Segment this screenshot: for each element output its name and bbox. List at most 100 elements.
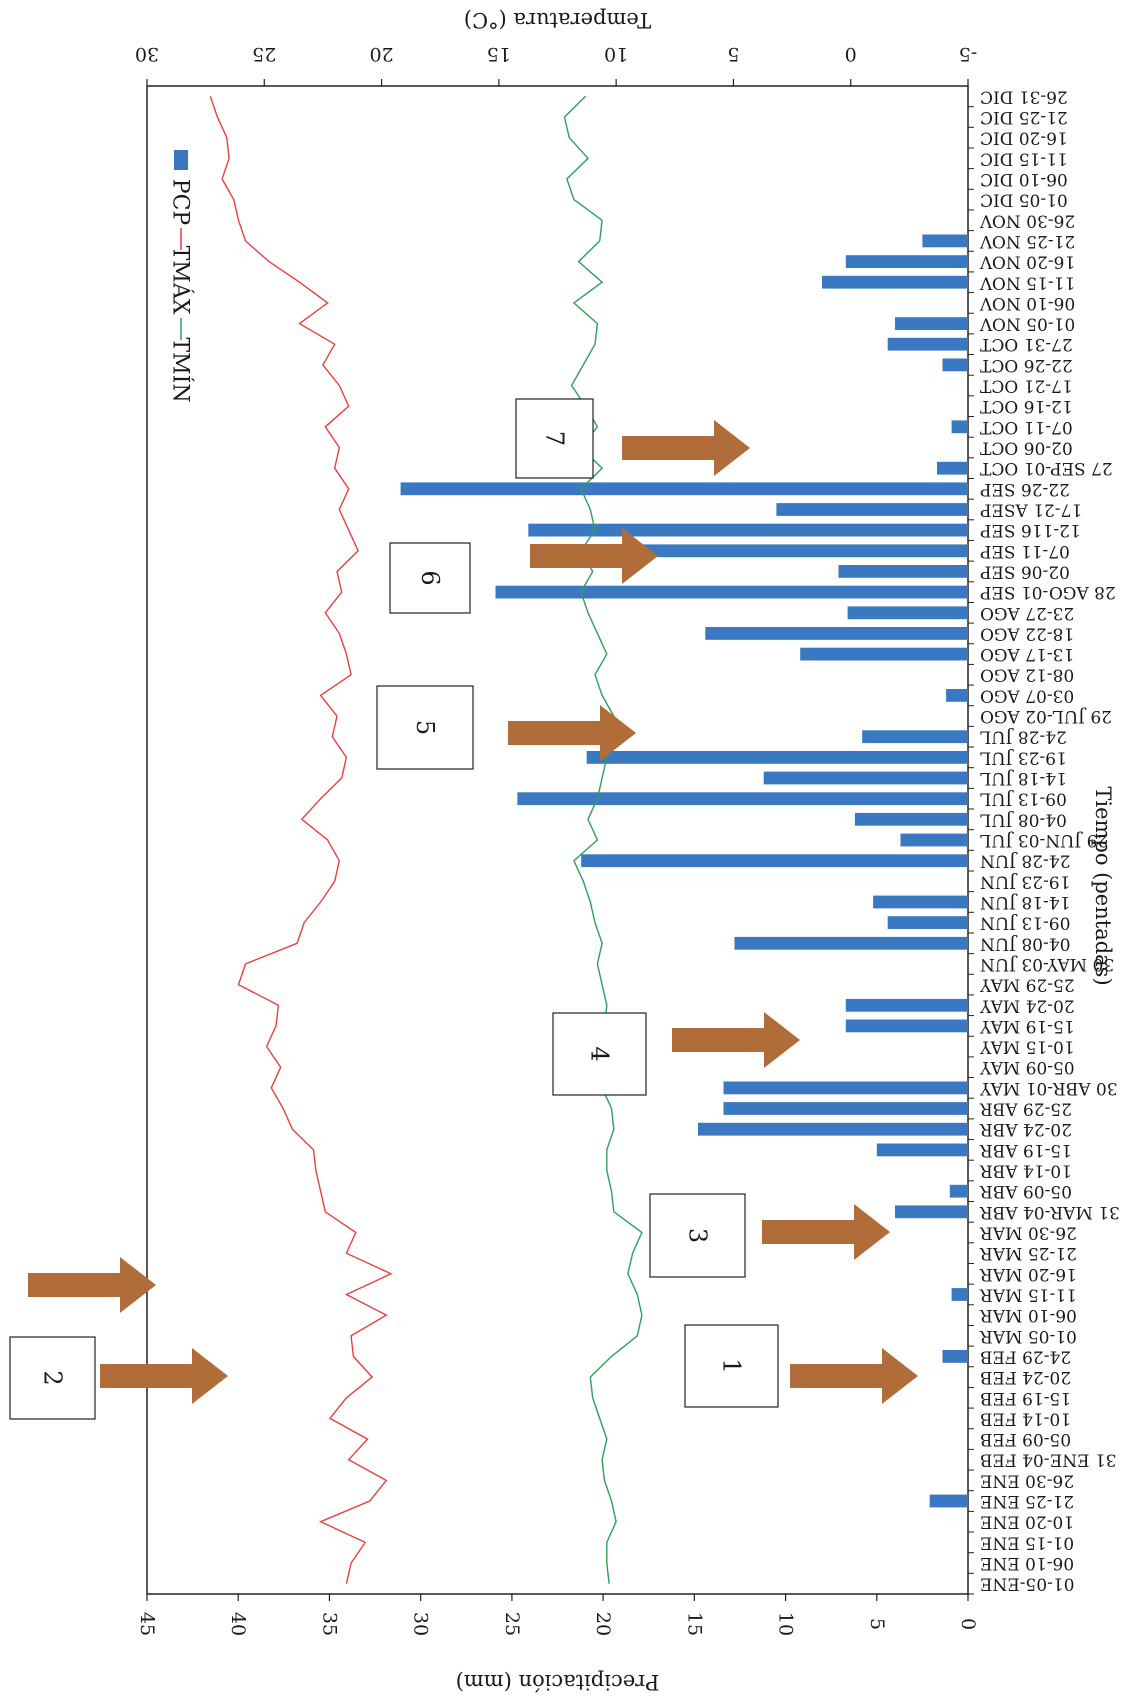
category-label: 14-18 JUN — [980, 892, 1071, 912]
category-label: 11-15 MAR — [979, 1284, 1077, 1304]
pcp-bar — [800, 647, 968, 661]
category-label: 26-31 DIC — [980, 86, 1068, 106]
precip-tick-label: 15 — [683, 1612, 705, 1636]
annotation-label: 5 — [411, 720, 439, 735]
category-label: 09-13 JUN — [980, 913, 1071, 933]
category-label: 05-09 ABR — [979, 1181, 1072, 1201]
category-label: 15-19 MAY — [979, 1016, 1074, 1036]
precip-tick-label: 40 — [227, 1612, 249, 1636]
category-label: 23-27 AGO — [980, 603, 1074, 623]
category-label: 21-25 ENE — [980, 1491, 1074, 1511]
pcp-bar — [862, 730, 968, 744]
category-label: 06-10 NOV — [979, 293, 1075, 313]
time-axis-title: Tiempo (pentadas) — [1091, 786, 1115, 985]
category-label: 27 SEP-01 OCT — [979, 458, 1112, 478]
annotation-box — [552, 1012, 647, 1096]
temp-axis-title: Temperatura (°C) — [464, 8, 651, 32]
category-label: 25-29 ABR — [979, 1099, 1072, 1119]
pcp-bar — [847, 606, 968, 620]
annotation-arrow — [762, 1204, 890, 1260]
precip-axis-title: Precipitación (mm) — [456, 1670, 660, 1694]
category-label: 01-15 ENE — [980, 1532, 1074, 1552]
series-line-tmax — [209, 96, 393, 1584]
pcp-bar — [705, 627, 968, 640]
category-label: 03-07 AGO — [980, 685, 1074, 705]
pcp-bar — [763, 771, 968, 785]
temperature-lines — [209, 95, 643, 1584]
precip-tick-label: 35 — [318, 1612, 340, 1636]
pcp-bar — [900, 833, 968, 847]
annotation-arrow — [790, 1348, 918, 1404]
legend-swatch-pcp — [174, 150, 188, 170]
category-label: 30 MAY-03 JUN — [980, 954, 1114, 974]
precip-tick-label: 5 — [866, 1618, 888, 1630]
category-label: 21-25 NOV — [979, 231, 1075, 251]
category-label: 24-29 FEB — [980, 1346, 1071, 1366]
category-label: 12-16 OCT — [979, 396, 1072, 416]
pcp-bar — [873, 895, 968, 909]
category-label: 17-21 OCT — [979, 376, 1072, 396]
category-label: 18-22 AGO — [980, 623, 1074, 643]
pcp-bar — [942, 358, 968, 372]
annotation-arrow — [622, 420, 750, 476]
category-label: 13-17 AGO — [980, 644, 1074, 664]
category-label: 04-08 JUL — [980, 809, 1067, 829]
category-label: 14-18 JUL — [980, 768, 1067, 788]
category-label: 11-15 NOV — [979, 272, 1075, 292]
pcp-bar — [951, 420, 968, 434]
temp-tick-label: 30 — [135, 43, 159, 65]
category-label: 30 ABR-01 MAY — [979, 1078, 1117, 1098]
pcp-bar — [929, 1494, 968, 1508]
pcp-bar — [400, 482, 969, 496]
pcp-bar — [581, 854, 968, 868]
annotation-box — [684, 1324, 779, 1408]
pcp-bar — [887, 916, 968, 929]
category-label: 01-05 MAR — [979, 1326, 1077, 1346]
pcp-bar — [838, 565, 968, 578]
category-label: 19-23 JUN — [980, 871, 1071, 891]
category-label: 09-13 JUL — [980, 789, 1067, 809]
precip-tick-label: 10 — [775, 1612, 797, 1636]
annotation-arrow — [28, 1257, 156, 1313]
annotation-arrow — [508, 705, 636, 761]
annotation-label: 1 — [718, 1358, 746, 1373]
category-label: 05-09 FEB — [980, 1429, 1071, 1449]
category-label: 06-10 MAR — [979, 1305, 1077, 1325]
category-label: 24-28 JUN — [980, 851, 1071, 871]
annotation-label: 7 — [541, 431, 569, 446]
pcp-bar — [951, 1288, 968, 1301]
category-label: 19-23 JUL — [980, 747, 1067, 767]
annotation-label: 6 — [416, 570, 444, 585]
category-label: 26-30 ENE — [980, 1470, 1074, 1490]
category-label: 29 JUL-02 AGO — [980, 706, 1112, 726]
category-label: 21-25 MAR — [979, 1243, 1077, 1263]
pcp-bar — [776, 503, 968, 516]
annotation-box — [9, 1336, 96, 1420]
annotation-arrow — [100, 1348, 228, 1404]
temp-tick-label: 15 — [487, 43, 511, 65]
category-label: 17-21 ASEP — [980, 499, 1082, 519]
temp-tick-label: 10 — [604, 43, 628, 65]
pcp-bar — [822, 275, 968, 289]
category-label: 28 AGO-01 SEP — [980, 582, 1116, 602]
annotation-arrow — [530, 528, 658, 584]
pcp-bar — [723, 1102, 968, 1115]
category-label: 07-11 SEP — [980, 541, 1070, 561]
legend: PCP TMÁX TMÍN — [168, 150, 195, 403]
legend-label: PCP — [168, 179, 193, 226]
precip-tick-label: 25 — [501, 1612, 523, 1636]
legend-label: TMÍN — [168, 337, 195, 402]
pcp-bar — [845, 1019, 968, 1033]
category-label: 15-19 ABR — [979, 1140, 1072, 1160]
temp-tick-label: 5 — [727, 43, 739, 65]
category-label: 20-24 ABR — [979, 1119, 1072, 1139]
category-label: 31 ENE-04 FEB — [980, 1450, 1117, 1470]
category-label: 26-30 NOV — [979, 210, 1075, 230]
category-label: 22-26 SEP — [980, 479, 1070, 499]
pcp-bar — [887, 337, 968, 351]
category-label: 16-20 DIC — [980, 128, 1068, 148]
pcp-bar — [698, 1122, 968, 1136]
pcp-bar — [723, 1081, 968, 1095]
annotation-label: 3 — [684, 1228, 712, 1243]
